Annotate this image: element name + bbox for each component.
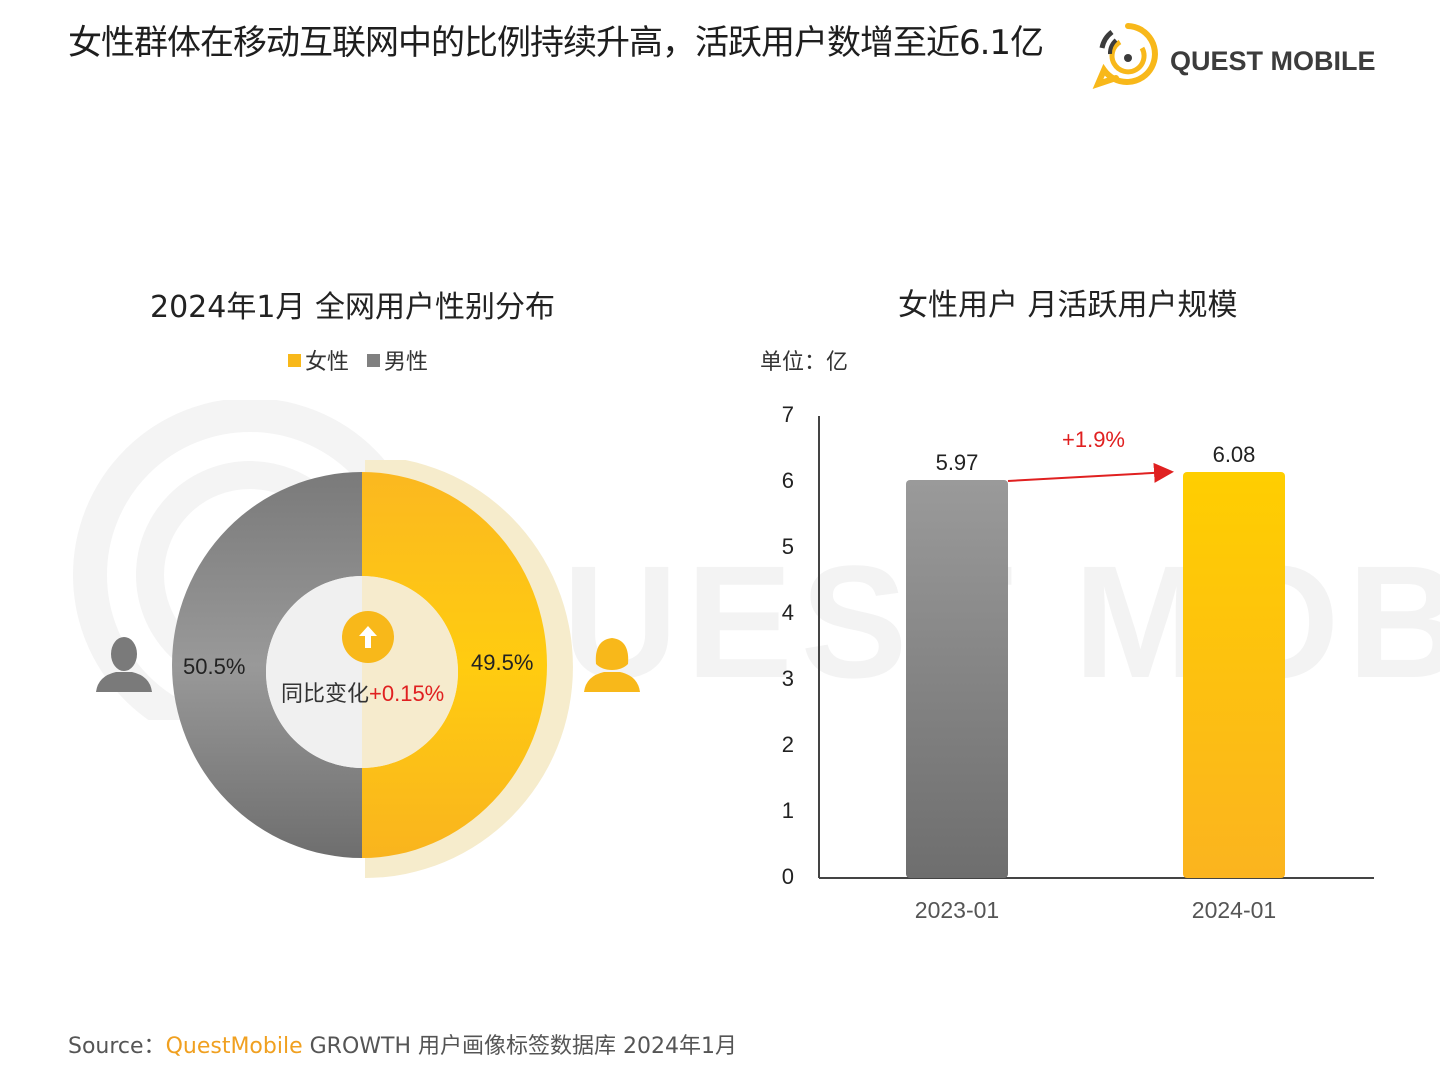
legend-swatch-female <box>288 353 301 367</box>
logo-text: QUEST MOBILE <box>1170 46 1376 76</box>
growth-label: +1.9% <box>1062 427 1125 452</box>
mau-bar-chart: 0 1 2 3 4 5 6 7 5.97 6.08 +1.9% 2023-01 … <box>760 400 1390 940</box>
legend-label-female: 女性 <box>305 350 350 375</box>
x-label-2023-01: 2023-01 <box>914 897 1000 923</box>
yoy-change: 同比变化+0.15% <box>281 676 444 708</box>
donut-slice-male <box>172 472 362 858</box>
source-note: Source：QuestMobile GROWTH 用户画像标签数据库 2024… <box>68 1028 737 1060</box>
female-pct-label: 49.5% <box>471 650 534 675</box>
y-tick: 4 <box>781 600 794 625</box>
legend-label-male: 男性 <box>384 350 429 375</box>
growth-arrow <box>1007 462 1174 483</box>
legend-swatch-male <box>367 353 381 367</box>
bar-plot-area <box>818 416 1374 879</box>
legend-item-male: 男性 <box>367 344 428 376</box>
bar-value-2024-01: 6.08 <box>1212 442 1256 467</box>
legend-item-female: 女性 <box>288 344 349 376</box>
y-tick: 6 <box>781 468 794 493</box>
donut-slice-female <box>362 472 547 858</box>
logo-icon <box>1092 23 1158 89</box>
yoy-change-label: 同比变化 <box>281 682 370 707</box>
page-title: 女性群体在移动互联网中的比例持续升高，活跃用户数增至近6.1亿 <box>68 23 1044 63</box>
x-label-2024-01: 2024-01 <box>1191 897 1277 923</box>
source-brand: QuestMobile <box>165 1034 303 1059</box>
left-chart-title: 2024年1月 全网用户性别分布 <box>150 290 555 325</box>
arrow-up-icon <box>342 611 394 663</box>
gender-donut-chart <box>172 460 573 878</box>
right-chart-title: 女性用户 月活跃用户规模 <box>898 288 1238 323</box>
bar-2023-01 <box>906 480 1008 878</box>
male-pct-label: 50.5% <box>183 654 246 679</box>
source-prefix: Source： <box>68 1034 166 1059</box>
unit-label: 单位：亿 <box>760 350 849 375</box>
questmobile-logo: QUEST MOBILE <box>1090 18 1390 90</box>
female-user-icon <box>584 638 640 692</box>
y-tick: 0 <box>781 864 794 889</box>
yoy-change-value: +0.15% <box>369 681 445 706</box>
source-rest: GROWTH 用户画像标签数据库 2024年1月 <box>302 1034 737 1059</box>
y-tick: 2 <box>781 732 794 757</box>
y-tick: 3 <box>781 666 794 691</box>
donut-inner-left <box>266 576 362 768</box>
bar-value-2023-01: 5.97 <box>935 450 979 475</box>
left-chart-legend: 女性 男性 <box>288 344 428 376</box>
y-tick: 7 <box>781 402 794 427</box>
y-tick: 5 <box>781 534 794 559</box>
bar-2024-01 <box>1183 472 1285 878</box>
male-user-icon <box>96 637 152 692</box>
y-tick: 1 <box>781 798 794 823</box>
